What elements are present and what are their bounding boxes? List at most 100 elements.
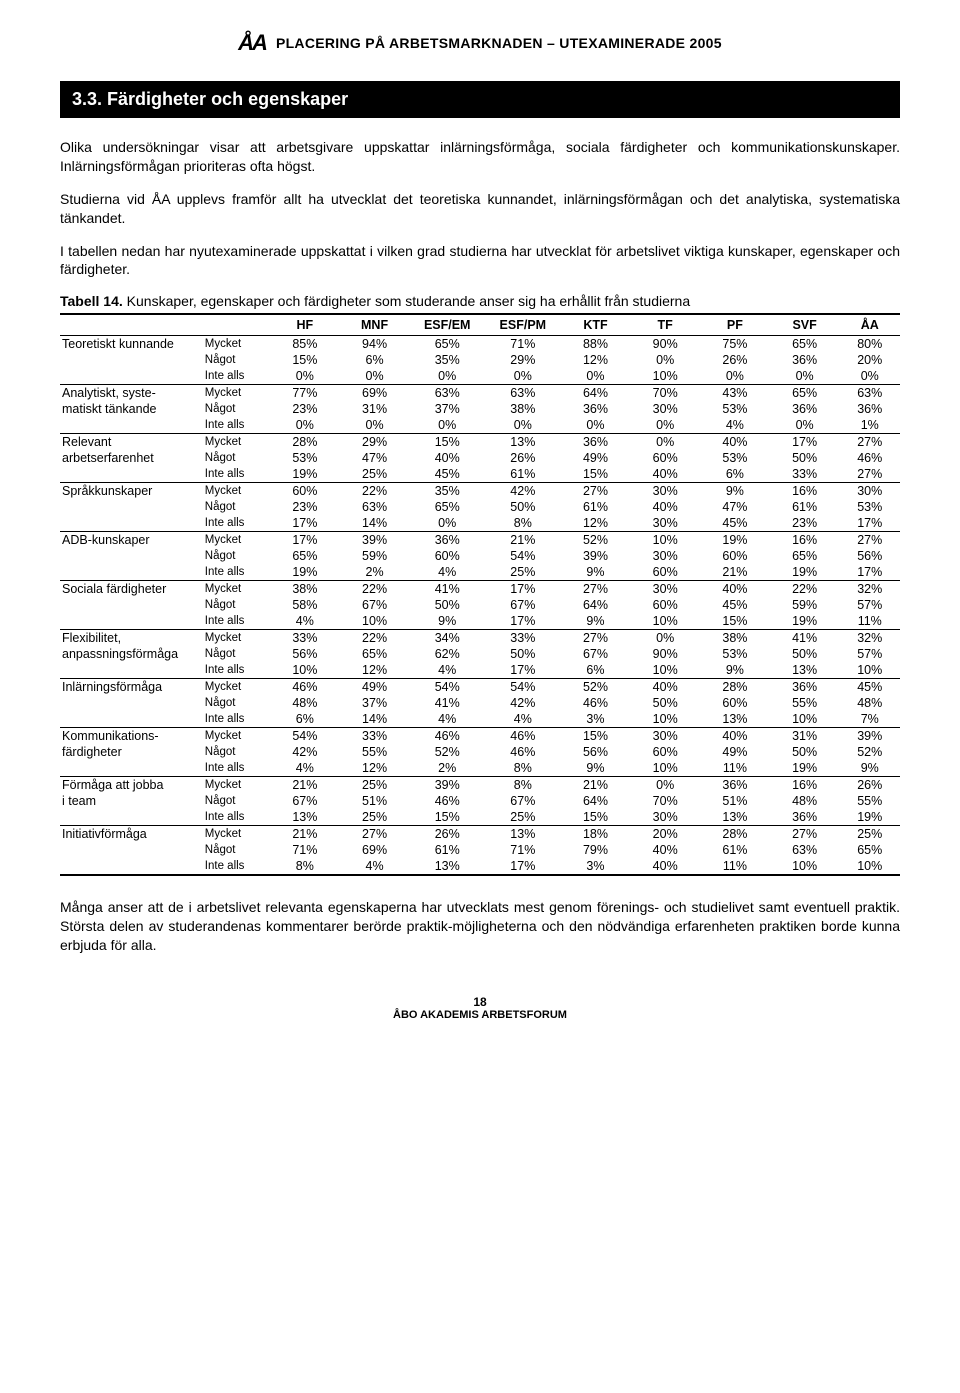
table-cell: 10% — [340, 613, 410, 630]
table-cell: 45% — [700, 515, 770, 532]
table-cell: 9% — [839, 760, 900, 777]
table-cell: 63% — [839, 385, 900, 402]
table-cell: 25% — [340, 777, 410, 794]
table-cell: 67% — [340, 597, 410, 613]
row-category-label: anpassningsförmåga — [60, 646, 203, 662]
table-cell: 69% — [340, 385, 410, 402]
table-cell: 9% — [561, 760, 631, 777]
table-cell: 10% — [630, 662, 700, 679]
table-cell: 55% — [340, 744, 410, 760]
row-sublevel-label: Något — [203, 548, 270, 564]
row-sublevel-label: Mycket — [203, 679, 270, 696]
table-cell: 48% — [270, 695, 340, 711]
table-cell: 36% — [770, 679, 840, 696]
row-sublevel-label: Mycket — [203, 630, 270, 647]
table-row: Analytiskt, syste-Mycket77%69%63%63%64%7… — [60, 385, 900, 402]
table-row: Något58%67%50%67%64%60%45%59%57% — [60, 597, 900, 613]
table-row: Flexibilitet,Mycket33%22%34%33%27%0%38%4… — [60, 630, 900, 647]
table-cell: 11% — [700, 760, 770, 777]
table-cell: 10% — [630, 368, 700, 385]
table-cell: 10% — [839, 858, 900, 875]
table-row: Inte alls0%0%0%0%0%0%4%0%1% — [60, 417, 900, 434]
table-cell: 33% — [340, 728, 410, 745]
table-cell: 52% — [561, 679, 631, 696]
table-cell: 21% — [485, 532, 561, 549]
table-cell: 4% — [409, 711, 485, 728]
table-cell: 40% — [630, 842, 700, 858]
table-cell: 71% — [270, 842, 340, 858]
row-sublevel-label: Något — [203, 744, 270, 760]
table-column-header — [60, 314, 203, 336]
row-category-label: Inlärningsförmåga — [60, 679, 203, 696]
table-cell: 3% — [561, 711, 631, 728]
table-cell: 0% — [630, 417, 700, 434]
table-cell: 67% — [561, 646, 631, 662]
page-number: 18 — [60, 995, 900, 1009]
table-cell: 54% — [485, 679, 561, 696]
table-row: arbetserfarenhetNågot53%47%40%26%49%60%5… — [60, 450, 900, 466]
table-cell: 15% — [700, 613, 770, 630]
table-cell: 48% — [839, 695, 900, 711]
table-cell: 21% — [270, 826, 340, 843]
table-cell: 10% — [630, 532, 700, 549]
row-sublevel-label: Något — [203, 793, 270, 809]
table-cell: 30% — [630, 548, 700, 564]
table-cell: 25% — [485, 564, 561, 581]
table-cell: 19% — [270, 466, 340, 483]
table-cell: 39% — [561, 548, 631, 564]
table-cell: 64% — [561, 597, 631, 613]
table-column-header: ÅA — [839, 314, 900, 336]
table-cell: 31% — [770, 728, 840, 745]
table-cell: 53% — [839, 499, 900, 515]
table-cell: 39% — [340, 532, 410, 549]
row-sublevel-label: Inte alls — [203, 662, 270, 679]
table-cell: 27% — [561, 581, 631, 598]
table-cell: 46% — [409, 728, 485, 745]
table-cell: 50% — [409, 597, 485, 613]
table-cell: 13% — [485, 826, 561, 843]
row-category-label: Relevant — [60, 434, 203, 451]
table-cell: 0% — [770, 368, 840, 385]
row-category-label — [60, 417, 203, 434]
table-cell: 8% — [485, 515, 561, 532]
table-cell: 75% — [700, 336, 770, 353]
table-cell: 13% — [700, 711, 770, 728]
table-cell: 41% — [409, 695, 485, 711]
table-column-header: MNF — [340, 314, 410, 336]
row-sublevel-label: Mycket — [203, 385, 270, 402]
table-cell: 4% — [340, 858, 410, 875]
table-cell: 27% — [561, 630, 631, 647]
row-sublevel-label: Något — [203, 597, 270, 613]
table-cell: 19% — [700, 532, 770, 549]
table-cell: 38% — [485, 401, 561, 417]
table-cell: 61% — [700, 842, 770, 858]
row-sublevel-label: Inte alls — [203, 760, 270, 777]
table-cell: 45% — [409, 466, 485, 483]
table-row: Något65%59%60%54%39%30%60%65%56% — [60, 548, 900, 564]
table-row: Inte alls19%25%45%61%15%40%6%33%27% — [60, 466, 900, 483]
table-cell: 23% — [270, 401, 340, 417]
table-cell: 55% — [770, 695, 840, 711]
table-caption-bold: Tabell 14. — [60, 293, 123, 309]
table-cell: 53% — [700, 646, 770, 662]
data-table: HFMNFESF/EMESF/PMKTFTFPFSVFÅA Teoretiskt… — [60, 313, 900, 876]
table-cell: 53% — [700, 401, 770, 417]
table-cell: 80% — [839, 336, 900, 353]
table-cell: 29% — [485, 352, 561, 368]
table-cell: 67% — [270, 793, 340, 809]
table-row: ADB-kunskaperMycket17%39%36%21%52%10%19%… — [60, 532, 900, 549]
table-cell: 42% — [270, 744, 340, 760]
row-sublevel-label: Något — [203, 646, 270, 662]
table-cell: 38% — [270, 581, 340, 598]
row-category-label: Sociala färdigheter — [60, 581, 203, 598]
table-cell: 23% — [270, 499, 340, 515]
table-cell: 25% — [340, 809, 410, 826]
table-row: InitiativförmågaMycket21%27%26%13%18%20%… — [60, 826, 900, 843]
row-category-label — [60, 466, 203, 483]
table-cell: 33% — [270, 630, 340, 647]
table-cell: 19% — [770, 760, 840, 777]
table-cell: 40% — [700, 434, 770, 451]
table-cell: 26% — [839, 777, 900, 794]
table-cell: 17% — [839, 515, 900, 532]
table-cell: 10% — [770, 858, 840, 875]
